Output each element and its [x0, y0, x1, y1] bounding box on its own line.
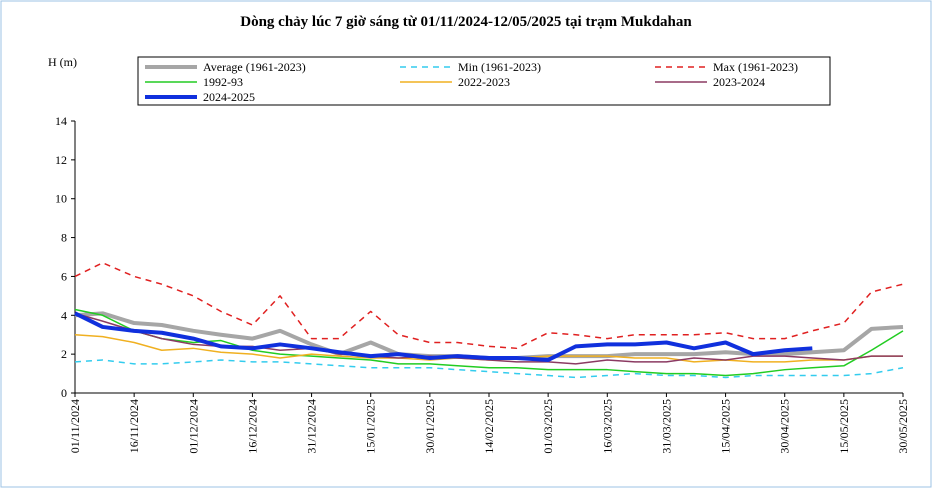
legend-label: Average (1961-2023): [203, 60, 306, 74]
x-tick-label: 31/12/2024: [305, 399, 319, 454]
legend: [137, 56, 831, 106]
x-tick-label: 30/01/2025: [423, 399, 437, 454]
x-tick-label: 15/01/2025: [364, 399, 378, 454]
x-tick-label: 15/05/2025: [837, 399, 851, 454]
series-line: [74, 308, 904, 377]
y-tick-label: 12: [55, 153, 67, 167]
x-tick-label: 01/03/2025: [541, 399, 555, 454]
y-tick-label: 0: [61, 386, 67, 400]
series-line: [74, 262, 904, 350]
y-tick-label: 14: [55, 114, 67, 128]
x-tick-label: 14/02/2025: [482, 399, 496, 454]
x-tick-label: 31/03/2025: [659, 399, 673, 454]
x-tick-label: 16/11/2024: [127, 399, 141, 453]
x-tick-label: 30/04/2025: [778, 399, 792, 454]
y-tick-label: 8: [61, 231, 67, 245]
x-tick-label: 16/03/2025: [600, 399, 614, 454]
series-line: [74, 311, 813, 362]
y-axis-label: H (m): [48, 55, 77, 69]
x-tick-label: 16/12/2024: [245, 399, 259, 454]
x-tick-label: 30/05/2025: [896, 399, 910, 454]
y-tick-label: 4: [61, 308, 67, 322]
y-tick-label: 10: [55, 192, 67, 206]
x-tick-label: 01/11/2024: [68, 399, 82, 453]
series-line: [74, 359, 904, 379]
chart-title: Dòng chảy lúc 7 giờ sáng từ 01/11/2024-1…: [240, 14, 692, 30]
legend-label: 1992-93: [203, 75, 243, 89]
y-tick-label: 6: [61, 269, 67, 283]
x-tick-label: 15/04/2025: [719, 399, 733, 454]
legend-label: Max (1961-2023): [713, 60, 798, 74]
legend-label: 2024-2025: [203, 90, 255, 104]
legend-label: 2023-2024: [713, 75, 765, 89]
legend-label: Min (1961-2023): [458, 60, 541, 74]
x-tick-label: 01/12/2024: [186, 399, 200, 454]
y-tick-label: 2: [61, 347, 67, 361]
legend-label: 2022-2023: [458, 75, 510, 89]
